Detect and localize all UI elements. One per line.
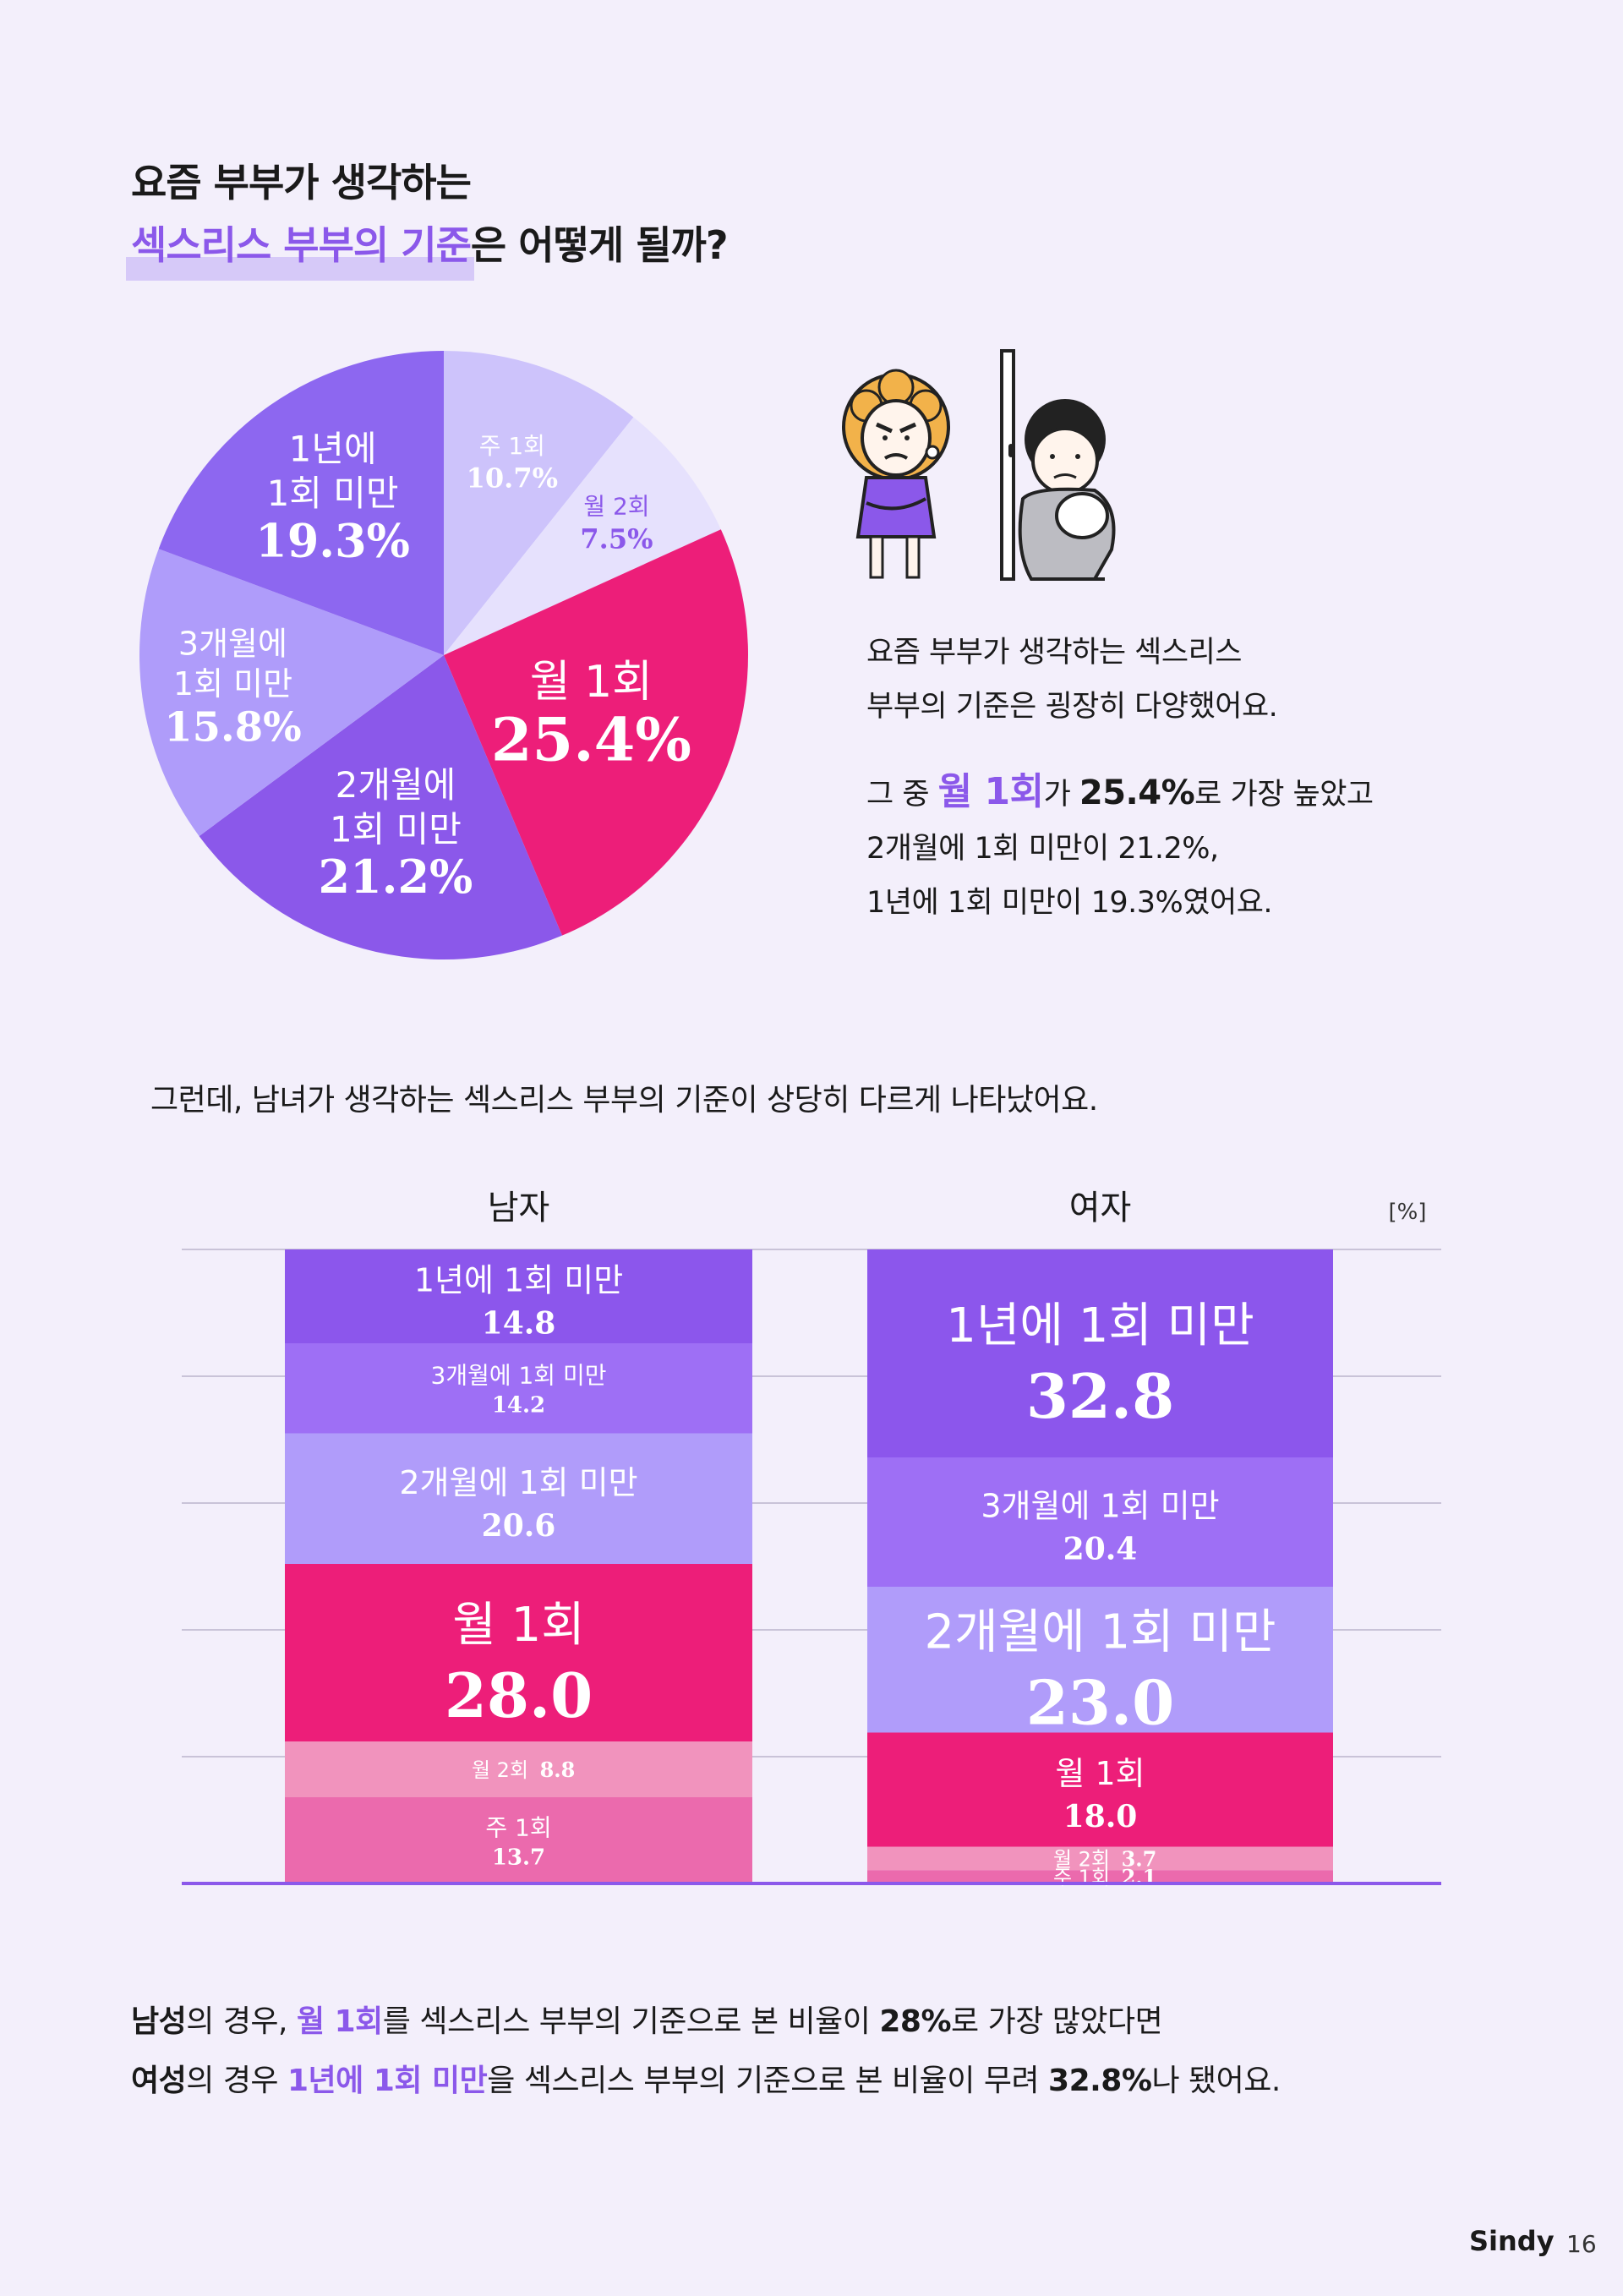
description-line: 요즘 부부가 생각하는 섹스리스: [866, 636, 1242, 670]
pie-value-label: 7.5%: [580, 522, 653, 555]
text-span: 로 가장 많았다면: [951, 2004, 1163, 2039]
text-span: 그 중: [866, 778, 938, 812]
bar-segment: [867, 1587, 1333, 1733]
title-rest: 은 어떻게 될까?: [470, 222, 729, 268]
pie-slice: [444, 417, 721, 655]
description-paragraph: 요즘 부부가 생각하는 섹스리스 부부의 기준은 굉장히 다양했어요.: [866, 626, 1278, 734]
bar-label: 월 2회: [472, 1758, 528, 1782]
pie-label: 주 1회: [479, 432, 545, 460]
bar-segment: [867, 1870, 1333, 1883]
bar-label: 주 1회: [1053, 1866, 1110, 1889]
bar-value-label: 18.0: [1063, 1799, 1138, 1834]
text-span: 가: [1043, 778, 1079, 812]
bar-value-label: 8.8: [540, 1758, 576, 1782]
bar-value-label: 32.8: [1026, 1360, 1174, 1432]
section-subheading: 그런데, 남녀가 생각하는 섹스리스 부부의 기준이 상당히 다르게 나타났어요…: [150, 1083, 1098, 1118]
bar-label: 주 1회: [485, 1813, 551, 1841]
pie-value-label: 21.2%: [319, 850, 473, 904]
summary-highlight: 1년에 1회 미만: [287, 2064, 488, 2098]
text-span: 나 됐어요.: [1151, 2064, 1281, 2098]
pie-slice: [444, 351, 634, 655]
unit-label: [%]: [1389, 1200, 1427, 1225]
text-span: 의 경우: [186, 2064, 287, 2098]
title-highlight: 섹스리스 부부의 기준: [126, 215, 474, 281]
page-title-line2: 섹스리스 부부의 기준은 어떻게 될까?: [126, 215, 729, 281]
summary-value: 32.8%: [1048, 2064, 1152, 2098]
pie-label: 1회 미만: [173, 665, 292, 702]
bar-segment: [285, 1741, 752, 1797]
highlight-line: 2개월에 1회 미만이 21.2%,: [866, 832, 1219, 866]
highlight-line: 그 중 월 1회가 25.4%로 가장 높았고: [866, 765, 1374, 822]
pie-slice: [158, 351, 445, 655]
bar-segment: [285, 1564, 752, 1741]
description-line: 부부의 기준은 굉장히 다양했어요.: [866, 690, 1278, 724]
bar-segment: [867, 1846, 1333, 1871]
summary-highlight: 월 1회: [296, 2004, 383, 2039]
category-label: 남자: [488, 1189, 550, 1227]
highlight-value: 25.4%: [1079, 774, 1195, 812]
bar-label: 2개월에 1회 미만: [925, 1604, 1276, 1659]
pie-label: 월 1회: [530, 657, 653, 708]
pie-label: 1회 미만: [330, 809, 462, 850]
text-span: 의 경우,: [186, 2004, 297, 2039]
bar-value-label: 14.8: [482, 1306, 556, 1342]
pie-slice: [139, 549, 444, 837]
bar-label: 월 2회: [1053, 1847, 1110, 1871]
bar-segment: [867, 1457, 1333, 1587]
bar-label: 월 1회: [452, 1598, 584, 1653]
bar-label: 3개월에 1회 미만: [431, 1361, 607, 1389]
door-icon: [1000, 349, 1015, 581]
bar-segment: [867, 1249, 1333, 1457]
bar-segment: [285, 1797, 752, 1884]
pie-value-label: 25.4%: [491, 705, 691, 775]
pie-label: 2개월에: [336, 764, 456, 806]
bar-label: 월 1회: [1055, 1755, 1145, 1792]
bar-value-label: 13.7: [492, 1845, 545, 1870]
bar-value-label: 20.4: [1063, 1532, 1138, 1567]
pie-slice: [444, 529, 749, 936]
bar-label: 1년에 1회 미만: [414, 1262, 623, 1299]
bar-value-label: 3.7: [1122, 1846, 1157, 1871]
bar-segment: [867, 1732, 1333, 1847]
bar-value-label: 20.6: [482, 1508, 556, 1544]
summary-bold: 남성: [131, 2004, 187, 2039]
page-title-line1: 요즘 부부가 생각하는: [131, 160, 472, 205]
highlight-paragraph: 그 중 월 1회가 25.4%로 가장 높았고 2개월에 1회 미만이 21.2…: [866, 765, 1374, 930]
page-number: 16: [1566, 2230, 1597, 2258]
bar-value-label: 23.0: [1026, 1666, 1174, 1738]
category-label: 여자: [1069, 1189, 1132, 1227]
summary-value: 28%: [879, 2004, 952, 2039]
summary-line-1: 남성의 경우, 월 1회를 섹스리스 부부의 기준으로 본 비율이 28%로 가…: [131, 1997, 1163, 2041]
text-span: 로 가장 높았고: [1194, 778, 1374, 812]
bar-label: 2개월에 1회 미만: [399, 1464, 637, 1501]
highlight-text: 월 1회: [937, 770, 1044, 813]
bar-segment: [285, 1249, 752, 1343]
bar-label: 3개월에 1회 미만: [981, 1488, 1219, 1525]
bar-value-label: 14.2: [492, 1392, 545, 1418]
pie-value-label: 15.8%: [164, 703, 302, 751]
pie-label: 1년에: [289, 429, 377, 470]
bar-value-label: 2.1: [1122, 1865, 1157, 1889]
pie-label: 3개월에: [178, 625, 287, 662]
bar-segment: [285, 1433, 752, 1564]
bar-value-label: 28.0: [445, 1659, 593, 1731]
summary-line-2: 여성의 경우 1년에 1회 미만을 섹스리스 부부의 기준으로 본 비율이 무려…: [131, 2056, 1281, 2100]
pie-label: 월 2회: [583, 493, 649, 521]
stacked-bar-chart: 남자 여자 [%] 1년에 1회 미만 14.8 3개월에 1회 미만 14.2 2개월에 1…: [182, 1189, 1441, 1889]
summary-bold: 여성: [131, 2064, 187, 2098]
highlight-line: 1년에 1회 미만이 19.3%였어요.: [866, 886, 1273, 920]
pie-value-label: 10.7%: [467, 462, 558, 495]
couple-illustration: [842, 349, 1116, 581]
text-span: 을 섹스리스 부부의 기준으로 본 비율이 무려: [487, 2064, 1049, 2098]
bar-segment: [285, 1343, 752, 1434]
brand-logo: Sindy: [1469, 2225, 1555, 2257]
sad-man-icon: [1018, 399, 1116, 581]
angry-woman-icon: [842, 369, 950, 579]
bar-label: 1년에 1회 미만: [946, 1298, 1254, 1353]
pie-value-label: 19.3%: [255, 514, 410, 568]
pie-label: 1회 미만: [267, 473, 399, 514]
pie-slice: [199, 655, 562, 959]
text-span: 를 섹스리스 부부의 기준으로 본 비율이: [382, 2004, 880, 2039]
